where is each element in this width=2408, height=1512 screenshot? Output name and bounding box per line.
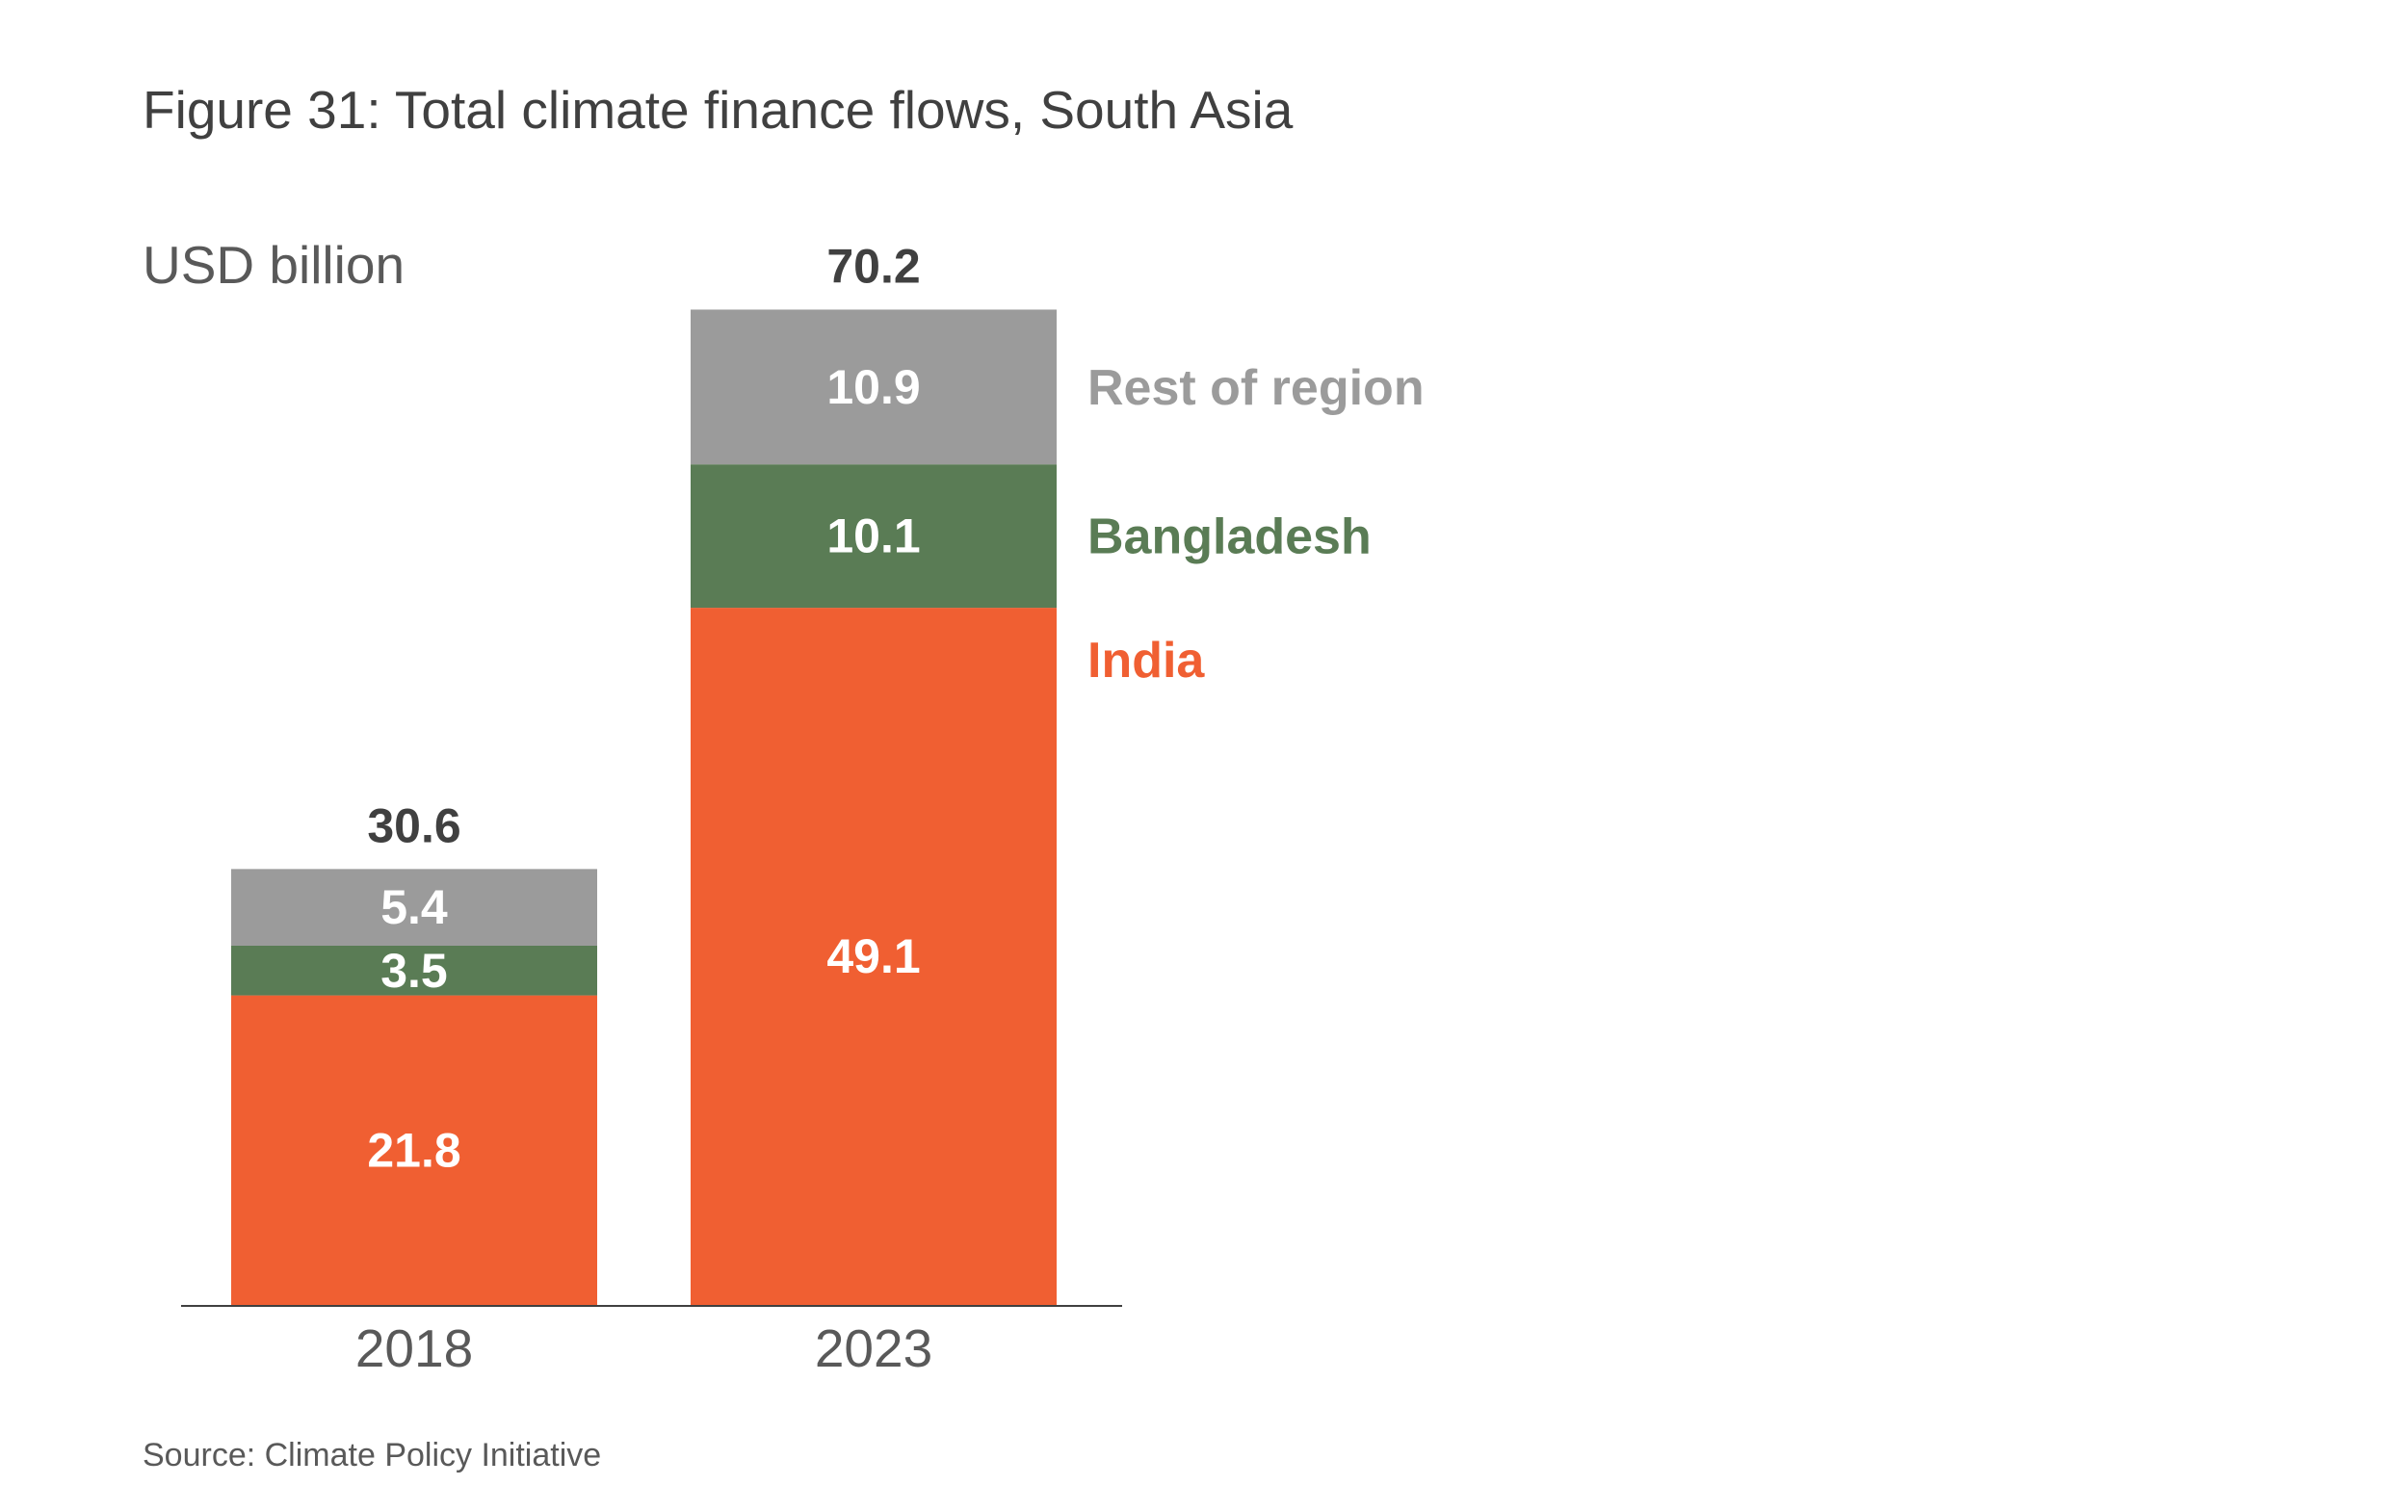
bar-segment-india-2023 — [691, 608, 1057, 1305]
total-label-2018: 30.6 — [367, 798, 460, 852]
y-axis-unit-label: USD billion — [143, 235, 406, 295]
value-label-rest-of-region-2023: 10.9 — [826, 360, 920, 414]
bar-segment-rest-of-region-2023 — [691, 309, 1057, 465]
legend-label-india: India — [1087, 633, 1205, 689]
chart-title: Figure 31: Total climate finance flows, … — [143, 80, 1294, 140]
bar-segment-india-2018 — [231, 995, 597, 1305]
value-label-rest-of-region-2018: 5.4 — [380, 880, 448, 934]
bar-segment-bangladesh-2018 — [231, 945, 597, 996]
value-label-india-2018: 21.8 — [367, 1123, 460, 1177]
bar-segment-rest-of-region-2018 — [231, 869, 597, 946]
value-label-india-2023: 49.1 — [826, 929, 920, 983]
source-note: Source: Climate Policy Initiative — [143, 1437, 602, 1473]
value-label-bangladesh-2018: 3.5 — [380, 944, 448, 998]
total-label-2023: 70.2 — [826, 239, 920, 293]
legend-label-rest-of-region: Rest of region — [1087, 360, 1425, 416]
value-label-bangladesh-2023: 10.1 — [826, 509, 920, 563]
bar-segment-bangladesh-2023 — [691, 464, 1057, 609]
x-tick-label-2023: 2023 — [815, 1318, 932, 1378]
legend-label-bangladesh: Bangladesh — [1087, 509, 1372, 565]
x-tick-label-2018: 2018 — [355, 1318, 473, 1378]
